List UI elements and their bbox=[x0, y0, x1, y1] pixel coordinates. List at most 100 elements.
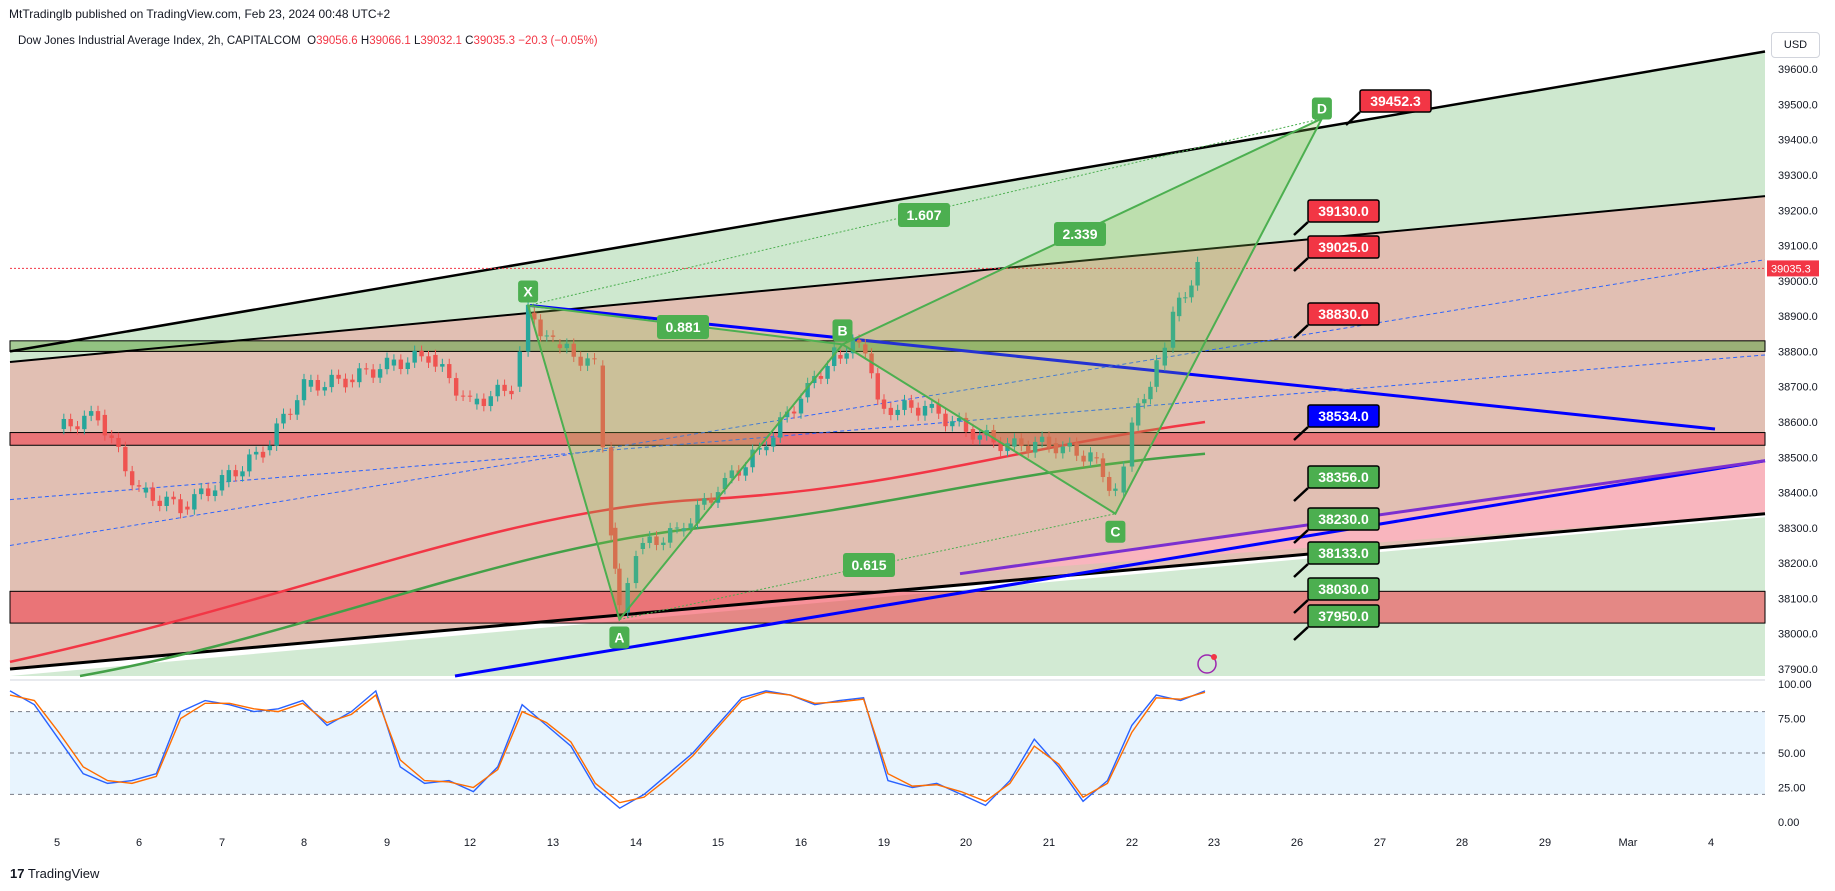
pattern-point-X-label: X bbox=[523, 284, 533, 300]
published-caption: MtTradinglb published on TradingView.com… bbox=[9, 7, 391, 21]
price-label-3-pointer bbox=[1293, 324, 1309, 339]
stoch-axis-tick: 50.00 bbox=[1778, 748, 1806, 760]
candle-body bbox=[695, 504, 700, 524]
candle-body bbox=[253, 451, 259, 455]
ratio-1-box bbox=[843, 553, 895, 577]
time-axis-tick: 15 bbox=[712, 837, 724, 849]
price-label-4-text: 38534.0 bbox=[1318, 408, 1369, 424]
ratio-3-label: 2.339 bbox=[1062, 226, 1097, 242]
price-axis-tick: 38000.0 bbox=[1778, 629, 1818, 641]
candle-body bbox=[129, 471, 135, 486]
candle-body bbox=[875, 373, 880, 400]
candle-body bbox=[550, 335, 556, 337]
candle-body bbox=[1100, 458, 1106, 477]
stoch-series-1-line bbox=[9, 691, 1206, 804]
candle-body bbox=[219, 475, 225, 491]
pattern-point-D-box bbox=[1311, 97, 1332, 120]
candle-body bbox=[343, 378, 348, 388]
low-value: 39032.1 bbox=[420, 35, 462, 47]
channel-mid-line bbox=[9, 195, 1766, 363]
candle-body bbox=[818, 375, 824, 379]
candle-body bbox=[881, 399, 887, 409]
price-axis-tick: 38700.0 bbox=[1778, 382, 1818, 394]
price-label-2-pointer bbox=[1293, 257, 1309, 272]
time-axis-tick: 26 bbox=[1291, 837, 1303, 849]
last-price-tag bbox=[1767, 260, 1819, 277]
candle-body bbox=[708, 498, 714, 503]
candle-body bbox=[647, 536, 652, 543]
candle-body bbox=[267, 445, 273, 451]
upper-channel-fill bbox=[10, 51, 1765, 363]
candle-body bbox=[1135, 403, 1141, 426]
price-label-0-text: 39452.3 bbox=[1370, 93, 1421, 109]
price-axis-tick: 38500.0 bbox=[1778, 452, 1818, 464]
pattern-point-C-box bbox=[1105, 520, 1126, 543]
candle-body bbox=[1067, 442, 1072, 447]
channel-top-line bbox=[9, 50, 1766, 353]
time-axis-tick: 5 bbox=[54, 837, 60, 849]
candle-body bbox=[377, 369, 383, 378]
candle-body bbox=[1142, 399, 1147, 404]
candle-body bbox=[123, 446, 128, 472]
high-value: 39066.1 bbox=[369, 35, 411, 47]
price-axis-tick: 38100.0 bbox=[1778, 593, 1818, 605]
candle-body bbox=[600, 365, 605, 448]
price-axis-tick: 39400.0 bbox=[1778, 135, 1818, 147]
price-label-4-box bbox=[1307, 404, 1380, 428]
price-axis-tick: 39100.0 bbox=[1778, 241, 1818, 253]
price-label-0-pointer bbox=[1345, 111, 1361, 126]
candle-body bbox=[915, 407, 921, 416]
candle-body bbox=[764, 446, 769, 451]
candle-body bbox=[895, 409, 900, 416]
candle-body bbox=[226, 470, 232, 482]
price-label-1-pointer bbox=[1293, 221, 1309, 236]
candle-body bbox=[467, 395, 473, 397]
stoch-axis-tick: 0.00 bbox=[1778, 817, 1799, 829]
price-label-7-box bbox=[1307, 541, 1380, 565]
currency-button[interactable]: USD bbox=[1771, 32, 1820, 58]
candle-body bbox=[532, 312, 537, 320]
candle-body bbox=[791, 411, 797, 414]
candle-body bbox=[1032, 441, 1038, 453]
price-label-3-text: 38830.0 bbox=[1318, 306, 1369, 322]
candle-body bbox=[929, 403, 935, 408]
price-label-8-box bbox=[1307, 577, 1380, 601]
candle-body bbox=[75, 426, 80, 430]
price-label-6-text: 38230.0 bbox=[1318, 511, 1369, 527]
candle-body bbox=[608, 447, 614, 536]
candle-body bbox=[247, 454, 252, 472]
candle-body bbox=[240, 471, 245, 477]
candle-body bbox=[850, 339, 856, 354]
brand-label: TradingView bbox=[27, 866, 100, 881]
ratio-3-box bbox=[1054, 222, 1106, 246]
sma-green-line bbox=[79, 452, 1206, 678]
time-axis-tick: 27 bbox=[1374, 837, 1386, 849]
candle-body bbox=[1129, 422, 1135, 467]
candle-body bbox=[495, 384, 500, 397]
instrument-name: Dow Jones Industrial Average Index, 2h, … bbox=[18, 35, 301, 47]
stoch-axis-tick: 75.00 bbox=[1778, 714, 1806, 726]
candle-body bbox=[164, 496, 169, 506]
candle-body bbox=[1012, 438, 1017, 447]
candle-body bbox=[474, 398, 480, 405]
tradingview-brand[interactable]: 17 TradingView bbox=[10, 866, 99, 881]
candle-body bbox=[902, 400, 907, 410]
candle-body bbox=[453, 378, 459, 396]
candle-body bbox=[977, 435, 983, 440]
price-label-5-pointer bbox=[1293, 487, 1309, 502]
price-zone-2 bbox=[9, 590, 1766, 624]
candle-body bbox=[950, 421, 955, 427]
candle-body bbox=[702, 498, 707, 505]
tradingview-logo-icon: 17 bbox=[10, 866, 25, 881]
candle-body bbox=[1121, 466, 1126, 493]
pattern-point-A-box bbox=[609, 626, 630, 649]
price-axis-tick: 39500.0 bbox=[1778, 99, 1818, 111]
time-axis-tick: Mar bbox=[1619, 837, 1638, 849]
candle-body bbox=[688, 523, 693, 529]
price-label-1-box bbox=[1307, 199, 1380, 223]
candle-body bbox=[1189, 285, 1194, 298]
candle-body bbox=[592, 358, 597, 360]
price-axis-tick: 38300.0 bbox=[1778, 523, 1818, 535]
candle-body bbox=[322, 387, 327, 391]
